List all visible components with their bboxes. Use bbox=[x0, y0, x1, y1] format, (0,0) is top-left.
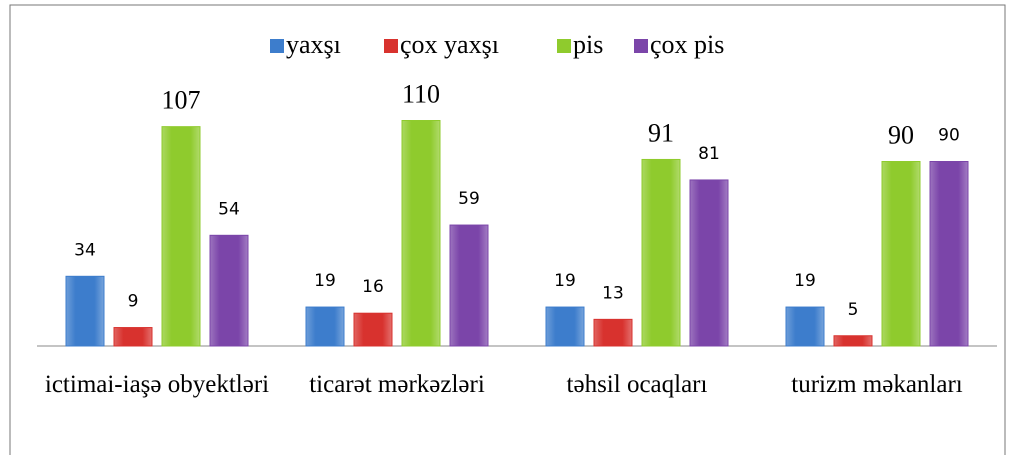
x-tick-label: təhsil ocaqları bbox=[566, 371, 708, 398]
bar bbox=[881, 161, 921, 347]
bar bbox=[641, 158, 681, 347]
legend-label: çox yaxşı bbox=[400, 30, 499, 59]
legend-label: pis bbox=[573, 30, 603, 59]
legend-swatch bbox=[634, 39, 648, 53]
bar bbox=[593, 318, 633, 347]
frame bbox=[9, 4, 1006, 455]
legend-label: çox pis bbox=[650, 30, 724, 59]
data-label: 54 bbox=[218, 199, 240, 219]
bar bbox=[401, 120, 441, 347]
bar bbox=[449, 224, 489, 347]
data-label: 5 bbox=[848, 300, 859, 320]
data-label: 13 bbox=[602, 283, 624, 303]
data-label: 90 bbox=[888, 120, 914, 149]
data-label: 91 bbox=[648, 118, 674, 147]
data-label: 59 bbox=[458, 189, 480, 209]
bar bbox=[305, 306, 345, 347]
data-label: 110 bbox=[402, 79, 440, 108]
data-label: 19 bbox=[554, 271, 576, 291]
data-label: 9 bbox=[128, 292, 139, 312]
data-label: 81 bbox=[698, 144, 720, 164]
x-tick-label: turizm məkanları bbox=[791, 371, 963, 398]
data-label: 19 bbox=[794, 271, 816, 291]
bar bbox=[833, 335, 873, 347]
legend-swatch bbox=[384, 39, 398, 53]
data-label: 107 bbox=[162, 86, 201, 115]
legend-label: yaxşı bbox=[286, 30, 341, 59]
bar bbox=[65, 275, 105, 347]
bar bbox=[545, 306, 585, 347]
bar bbox=[689, 179, 729, 347]
bar bbox=[785, 306, 825, 347]
data-label: 34 bbox=[74, 240, 96, 260]
data-label: 19 bbox=[314, 271, 336, 291]
bar bbox=[113, 327, 153, 347]
bar bbox=[929, 161, 969, 347]
data-label: 90 bbox=[938, 126, 960, 146]
legend-swatch bbox=[270, 39, 284, 53]
bar bbox=[353, 312, 393, 347]
legend-swatch bbox=[557, 39, 571, 53]
bar bbox=[209, 234, 249, 347]
data-label: 16 bbox=[362, 277, 384, 297]
x-tick-label: ticarət mərkəzləri bbox=[309, 371, 485, 398]
bar bbox=[161, 126, 201, 347]
x-tick-label: ictimai-iaşə obyektləri bbox=[44, 371, 270, 398]
